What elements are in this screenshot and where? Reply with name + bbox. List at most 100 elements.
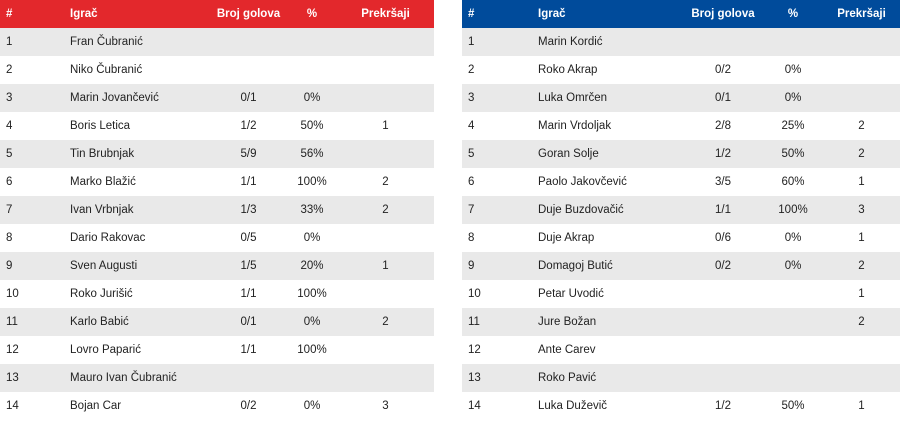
player-fouls [337,364,434,392]
player-name: Marin Kordić [538,36,603,48]
player-number: 7 [6,204,13,216]
player-goals: 3/5 [715,176,731,188]
player-fouls: 2 [858,120,865,132]
column-header-player[interactable]: Igrač [70,8,98,20]
player-fouls [823,56,900,84]
column-header-goals[interactable]: Broj golova [216,8,281,20]
player-fouls: 1 [382,260,389,272]
player-goal-percent: 20% [300,260,324,272]
player-name: Tin Brubnjak [70,148,135,160]
player-number: 10 [6,288,19,300]
player-row: 2 Roko Akrap 0/2 0% [462,56,900,84]
player-fouls [823,84,900,112]
column-header-number[interactable]: # [6,8,13,20]
player-name: Marin Vrdoljak [538,120,612,132]
player-number: 4 [468,120,475,132]
player-row: 5 Goran Solje 1/2 50% 2 [462,140,900,168]
player-number: 10 [468,288,481,300]
player-goals [683,364,763,392]
player-name: Paolo Jakovčević [538,176,627,188]
away-player-stats-table: # Igrač Broj golova % Prekršaji 1 Marin K… [462,0,900,420]
column-header-percent[interactable]: % [787,8,799,20]
player-fouls: 3 [858,204,865,216]
player-name: Goran Solje [538,148,599,160]
player-name: Marin Jovančević [70,92,159,104]
column-header-fouls[interactable]: Prekršaji [361,8,410,20]
column-header-percent[interactable]: % [306,8,318,20]
player-goals: 0/2 [240,400,257,412]
player-row: 2 Niko Čubranić [0,56,434,84]
player-name: Duje Buzdovačić [538,204,624,216]
player-row: 4 Boris Letica 1/2 50% 1 [0,112,434,140]
player-name: Lovro Paparić [70,344,141,356]
player-number: 5 [468,148,475,160]
player-fouls: 1 [858,176,865,188]
player-goals: 1/3 [240,204,257,216]
player-row: 9 Domagoj Butić 0/2 0% 2 [462,252,900,280]
player-goal-percent: 100% [778,204,808,216]
player-goals: 1/2 [715,400,731,412]
player-fouls [337,56,434,84]
player-fouls: 2 [382,204,389,216]
player-goals [683,28,763,56]
player-goals: 0/1 [715,92,731,104]
player-goal-percent: 100% [297,288,327,300]
player-name: Boris Letica [70,120,131,132]
player-name: Luka Duževič [538,400,608,412]
column-header-number[interactable]: # [468,8,475,20]
player-goal-percent [763,28,823,56]
player-goals: 1/1 [715,204,731,216]
player-goals: 5/9 [240,148,257,160]
player-goals [210,364,287,392]
player-goals: 0/2 [715,260,731,272]
player-number: 3 [6,92,13,104]
player-number: 9 [468,260,475,272]
player-goals: 0/5 [240,232,257,244]
player-row: 1 Marin Kordić [462,28,900,56]
player-goals: 2/8 [715,120,731,132]
player-fouls [337,336,434,364]
player-goal-percent: 25% [781,120,805,132]
home-player-stats-table: # Igrač Broj golova % Prekršaji 1 Fran Ču… [0,0,434,420]
player-row: 1 Fran Čubranić [0,28,434,56]
column-header-fouls[interactable]: Prekršaji [837,8,886,20]
player-goals: 0/6 [715,232,731,244]
player-goal-percent: 0% [784,92,802,104]
away-table-header: # Igrač Broj golova % Prekršaji [462,0,900,28]
player-fouls [823,364,900,392]
player-goal-percent [287,28,337,56]
player-row: 8 Duje Akrap 0/6 0% 1 [462,224,900,252]
player-number: 12 [6,344,19,356]
player-fouls: 2 [858,316,865,328]
player-number: 3 [468,92,475,104]
player-name: Marko Blažić [70,176,136,188]
home-table-body: 1 Fran Čubranić 2 Niko Čubranić 3 Marin Jovan… [0,28,434,420]
player-fouls: 2 [858,260,865,272]
player-name: Petar Uvodić [538,288,604,300]
player-row: 14 Bojan Car 0/2 0% 3 [0,392,434,420]
player-fouls [337,280,434,308]
player-fouls [337,140,434,168]
player-row: 7 Duje Buzdovačić 1/1 100% 3 [462,196,900,224]
player-name: Fran Čubranić [70,36,143,48]
player-fouls: 1 [858,232,865,244]
player-goal-percent: 0% [784,260,802,272]
column-header-player[interactable]: Igrač [538,8,566,20]
away-table-body: 1 Marin Kordić 2 Roko Akrap 0/2 0% 3 Luka Omrče… [462,28,900,420]
player-fouls [337,28,434,56]
player-row: 6 Paolo Jakovčević 3/5 60% 1 [462,168,900,196]
player-row: 3 Marin Jovančević 0/1 0% [0,84,434,112]
player-row: 12 Ante Carev [462,336,900,364]
column-header-goals[interactable]: Broj golova [691,8,755,20]
player-fouls: 1 [382,120,389,132]
player-number: 1 [468,36,475,48]
player-row: 8 Dario Rakovac 0/5 0% [0,224,434,252]
player-goal-percent: 50% [781,148,805,160]
player-row: 14 Luka Duževič 1/2 50% 1 [462,392,900,420]
player-goals: 1/2 [240,120,257,132]
player-fouls: 2 [858,148,865,160]
player-name: Jure Božan [538,316,597,328]
player-goals [683,280,763,308]
player-row: 4 Marin Vrdoljak 2/8 25% 2 [462,112,900,140]
player-row: 10 Petar Uvodić 1 [462,280,900,308]
